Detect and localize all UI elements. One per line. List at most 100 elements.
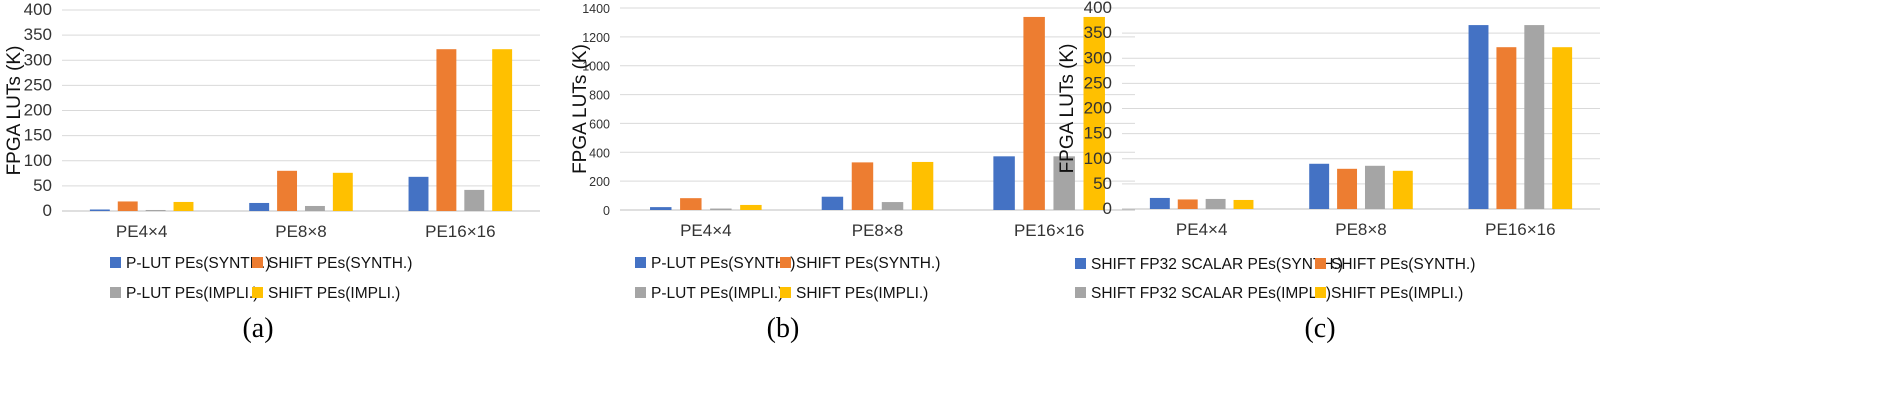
y-tick-label: 150	[24, 126, 52, 145]
y-tick-label: 250	[1084, 73, 1112, 92]
chart-panel-b: 0 200 400 600 800 1000 1200 1400 FPGA LUTs (K) PE…	[570, 0, 1150, 420]
legend-swatch	[252, 287, 263, 298]
y-tick-label: 800	[589, 89, 610, 103]
y-tick-label: 1400	[582, 2, 610, 16]
y-tick-label: 1000	[582, 60, 610, 74]
bar	[1524, 25, 1545, 210]
x-tick-label: PE16×16	[1014, 221, 1084, 240]
legend-label: SHIFT PEs(IMPLI.)	[796, 285, 928, 302]
panel-label: (a)	[242, 313, 273, 344]
bar	[89, 209, 110, 211]
bar	[408, 176, 429, 211]
bar	[1023, 16, 1045, 211]
y-tick-label: 250	[24, 75, 52, 94]
y-tick-label: 1200	[582, 31, 610, 45]
y-tick-label: 300	[24, 50, 52, 69]
legend-label: SHIFT PEs(IMPLI.)	[1331, 285, 1463, 302]
legend-swatch	[110, 257, 121, 268]
legend-swatch	[110, 287, 121, 298]
bar	[1496, 47, 1517, 209]
bar	[710, 208, 732, 210]
bar	[1053, 156, 1075, 210]
bar	[650, 207, 672, 210]
y-tick-label: 200	[24, 101, 52, 120]
legend-label: SHIFT PEs(SYNTH.)	[796, 255, 940, 272]
x-tick-label: PE8×8	[852, 221, 904, 240]
x-tick-label: PE8×8	[275, 222, 327, 241]
y-tick-label: 100	[1084, 149, 1112, 168]
legend-swatch	[780, 287, 791, 298]
x-tick-label: PE4×4	[116, 222, 168, 241]
y-tick-label: 400	[589, 146, 610, 160]
legend-swatch	[1315, 258, 1326, 269]
panel-label: (c)	[1304, 313, 1335, 344]
bar	[1552, 47, 1573, 209]
bar	[145, 209, 166, 211]
bar	[117, 201, 138, 211]
chart-panel-a: 0 50 100 150 200 250 300 350 400 FPGA LUTs (K) PE4…	[0, 0, 580, 420]
y-tick-label: 200	[1084, 99, 1112, 118]
x-tick-label: PE16×16	[1485, 220, 1555, 239]
bar	[1149, 197, 1170, 209]
bar-chart-a: 0 50 100 150 200 250 300 350 400 FPGA LUTs (K) PE4…	[4, 0, 540, 344]
bar	[249, 202, 270, 211]
legend-swatch	[1075, 287, 1086, 298]
bar	[277, 170, 298, 211]
x-tick-label: PE16×16	[425, 222, 495, 241]
bar	[436, 49, 457, 211]
legend-swatch	[635, 287, 646, 298]
y-tick-label: 200	[589, 175, 610, 189]
x-tick-label: PE4×4	[1176, 220, 1228, 239]
legend-swatch	[1315, 287, 1326, 298]
bar	[1083, 16, 1105, 211]
y-tick-label: 350	[24, 25, 52, 44]
bar	[173, 201, 194, 211]
bar-chart-c: 0 50 100 150 200 250 300 350 400 FPGA LUTs (K) PE4…	[1057, 0, 1600, 344]
y-tick-label: 100	[24, 151, 52, 170]
legend-label: SHIFT FP32 SCALAR PEs(IMPLI.)	[1091, 285, 1331, 302]
legend-swatch	[252, 257, 263, 268]
bar	[1337, 168, 1358, 209]
legend-label: P-LUT PEs(IMPLI.)	[651, 285, 783, 302]
bar	[680, 198, 702, 210]
legend-swatch	[1075, 258, 1086, 269]
bar	[821, 196, 844, 210]
y-tick-label: 300	[1084, 48, 1112, 67]
bar	[1309, 163, 1330, 209]
y-tick-label: 400	[24, 0, 52, 19]
legend-swatch	[635, 257, 646, 268]
legend-label: SHIFT PEs(SYNTH.)	[268, 255, 412, 272]
bar	[492, 49, 513, 211]
bar	[464, 189, 485, 211]
legend-label: SHIFT FP32 SCALAR PEs(SYNTH.)	[1091, 256, 1343, 273]
legend-label: P-LUT PEs(SYNTH.)	[126, 255, 270, 272]
bar	[1392, 170, 1413, 209]
bar	[740, 204, 762, 210]
bar	[851, 162, 874, 210]
bar	[1233, 199, 1254, 209]
legend-label: P-LUT PEs(IMPLI.)	[126, 285, 258, 302]
bar	[1205, 198, 1226, 209]
legend-label: SHIFT PEs(SYNTH.)	[1331, 256, 1475, 273]
panel-label: (b)	[767, 313, 800, 344]
bar	[332, 172, 353, 211]
bar	[911, 161, 934, 210]
bar	[1364, 165, 1385, 209]
y-axis-label: FPGA LUTs (K)	[1057, 44, 1078, 174]
bar	[881, 202, 904, 210]
y-axis-label: FPGA LUTs (K)	[4, 46, 25, 176]
x-tick-label: PE4×4	[680, 221, 732, 240]
bar	[304, 205, 325, 211]
x-tick-label: PE8×8	[1335, 220, 1387, 239]
y-tick-label: 0	[603, 204, 610, 218]
legend-swatch	[780, 257, 791, 268]
y-tick-label: 0	[1103, 199, 1112, 218]
y-tick-label: 400	[1084, 0, 1112, 17]
chart-panel-c: 0 50 100 150 200 250 300 350 400 FPGA LUTs (K) PE4…	[1050, 0, 1610, 420]
legend-label: SHIFT PEs(IMPLI.)	[268, 285, 400, 302]
bar	[1468, 25, 1489, 210]
y-tick-label: 150	[1084, 124, 1112, 143]
y-tick-label: 350	[1084, 23, 1112, 42]
bar	[1177, 199, 1198, 209]
y-tick-label: 50	[33, 176, 52, 195]
